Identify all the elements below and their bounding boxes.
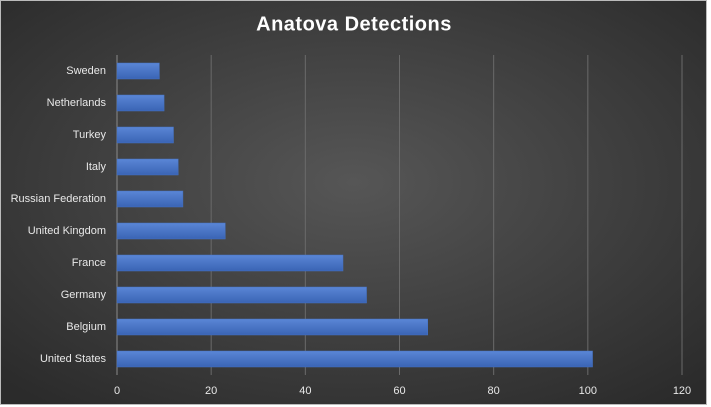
bar [116, 222, 226, 240]
y-tick-label: United States [40, 353, 107, 365]
bar [116, 190, 184, 208]
y-tick-label: Germany [61, 289, 107, 301]
bar [116, 254, 344, 272]
x-tick-label: 80 [488, 385, 500, 397]
bar [116, 94, 165, 112]
x-tick-label: 0 [114, 385, 120, 397]
bar [116, 286, 367, 304]
x-tick-label: 20 [205, 385, 217, 397]
x-tick-label: 40 [299, 385, 311, 397]
x-tick-label: 60 [393, 385, 405, 397]
y-tick-label: Italy [86, 161, 107, 173]
bar [116, 62, 160, 80]
x-tick-label: 100 [579, 385, 597, 397]
bar [116, 158, 179, 176]
bar [116, 126, 174, 144]
y-tick-label: Netherlands [47, 97, 107, 109]
y-tick-label: France [72, 257, 106, 269]
chart-title: Anatova Detections [256, 13, 452, 35]
y-tick-label: United Kingdom [28, 225, 106, 237]
y-tick-label: Russian Federation [11, 193, 106, 205]
x-tick-label: 120 [673, 385, 691, 397]
bar [116, 350, 593, 368]
y-tick-label: Sweden [66, 65, 106, 77]
y-tick-label: Belgium [66, 321, 106, 333]
y-tick-label: Turkey [73, 129, 107, 141]
bar [116, 318, 428, 336]
